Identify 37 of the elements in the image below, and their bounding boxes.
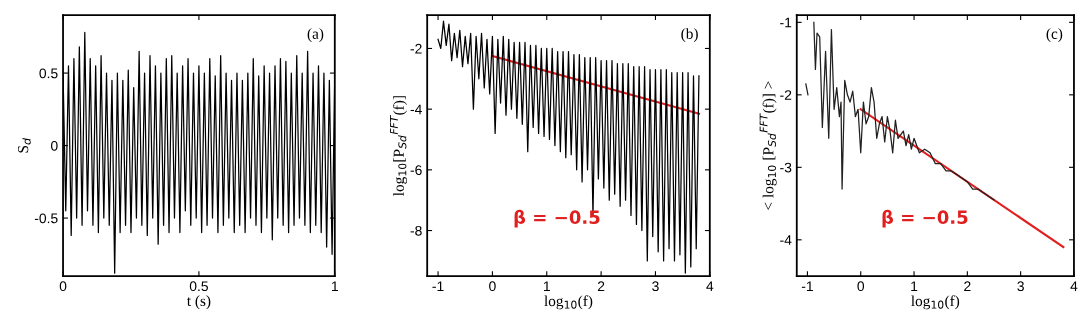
x-tick-label: -1 xyxy=(432,281,444,291)
x-tick-label: 0 xyxy=(857,281,865,292)
y-tick-label: -0.5 xyxy=(34,213,58,224)
y-tick-label: 0.5 xyxy=(39,68,58,79)
x-tick-label: 1 xyxy=(543,281,550,291)
x-tick-label: 1 xyxy=(331,281,338,291)
y-tick-label: -4 xyxy=(410,104,422,115)
x-tick-label: 4 xyxy=(706,281,714,291)
y-tick-label: -2 xyxy=(780,90,792,100)
y-axis-title: log$_{10}$[P$_{Sd}$$^{FFT}$(f)] xyxy=(390,96,408,196)
x-tick-label: 2 xyxy=(964,281,971,291)
y-axis-title: S$_{d}$ xyxy=(17,138,31,153)
x-tick-label: 4 xyxy=(1070,281,1078,291)
x-tick-label: 3 xyxy=(652,281,659,292)
x-tick-label: 0.5 xyxy=(189,281,208,292)
annotation: (b) xyxy=(681,28,698,42)
y-tick-label: -8 xyxy=(410,225,422,236)
text: β = −0.5 xyxy=(514,209,600,228)
annotation: (c) xyxy=(1046,28,1063,42)
annotation: (a) xyxy=(307,28,324,42)
x-axis-title: t (s) xyxy=(186,295,211,310)
series-label: β = −0.5 xyxy=(882,209,968,228)
x-tick-label: 1 xyxy=(911,281,918,291)
x-tick-label: 3 xyxy=(1017,281,1024,292)
x-tick-label: 0 xyxy=(489,281,496,292)
x-tick-label: 0 xyxy=(59,281,67,292)
x-axis-title: log$_{10}$(f) xyxy=(544,295,593,310)
y-tick-label: -6 xyxy=(410,165,422,176)
x-axis-title: log$_{10}$(f) xyxy=(911,295,960,310)
y-tick-label: 0 xyxy=(51,140,58,151)
y-tick-label: -3 xyxy=(780,162,792,173)
y-tick-label: -1 xyxy=(780,17,792,28)
x-tick-label: 2 xyxy=(597,281,605,291)
x-tick-label: -1 xyxy=(801,281,813,291)
y-tick-label: -2 xyxy=(410,43,422,54)
y-axis-title: < log$_{10}$ [P$_{Sd}$$^{FFT}$(f)] > xyxy=(759,81,777,210)
y-tick-label: -4 xyxy=(780,235,792,245)
